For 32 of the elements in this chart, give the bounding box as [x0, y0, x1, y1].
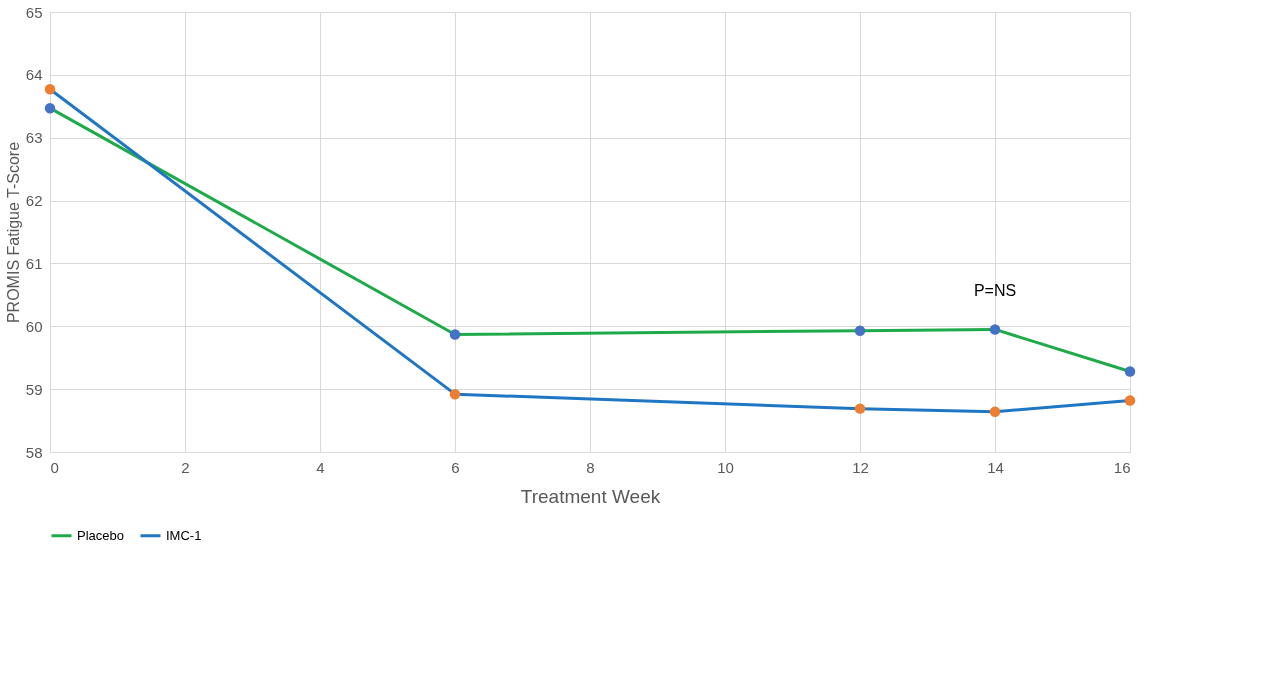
x-axis-title: Treatment Week — [520, 485, 661, 507]
y-tick-label: 58 — [25, 443, 43, 461]
point — [854, 403, 866, 414]
point — [1124, 395, 1136, 406]
x-tick-label: 6 — [451, 458, 460, 476]
point — [44, 102, 56, 114]
point — [44, 84, 56, 95]
y-tick-label: 59 — [25, 380, 43, 398]
x-tick-label: 16 — [1113, 458, 1131, 476]
y-axis-title: PROMIS Fatigue T-Score — [4, 141, 22, 324]
annotation: P=NS — [973, 282, 1017, 300]
x-tick-label: 12 — [852, 458, 869, 476]
point — [449, 388, 461, 400]
point — [1124, 366, 1136, 377]
point — [449, 329, 461, 340]
y-tick-label: 65 — [25, 3, 43, 21]
point — [989, 324, 1001, 335]
x-tick-label: 10 — [717, 458, 734, 476]
x-tick-label: 4 — [316, 458, 325, 476]
x-tick-label: 8 — [586, 458, 595, 476]
y-tick-label: 61 — [25, 254, 43, 272]
legend-label: IMC-1 — [166, 527, 202, 543]
legend-label: Placebo — [77, 527, 124, 543]
y-tick-label: 64 — [25, 66, 43, 84]
x-tick-label: 14 — [987, 458, 1004, 476]
x-tick-label: 0 — [50, 458, 59, 476]
y-tick-label: 62 — [25, 192, 43, 210]
y-tick-label: 60 — [25, 317, 43, 335]
point — [854, 325, 866, 336]
y-tick-label: 63 — [25, 129, 43, 147]
point — [989, 406, 1001, 418]
x-tick-label: 2 — [181, 458, 190, 476]
